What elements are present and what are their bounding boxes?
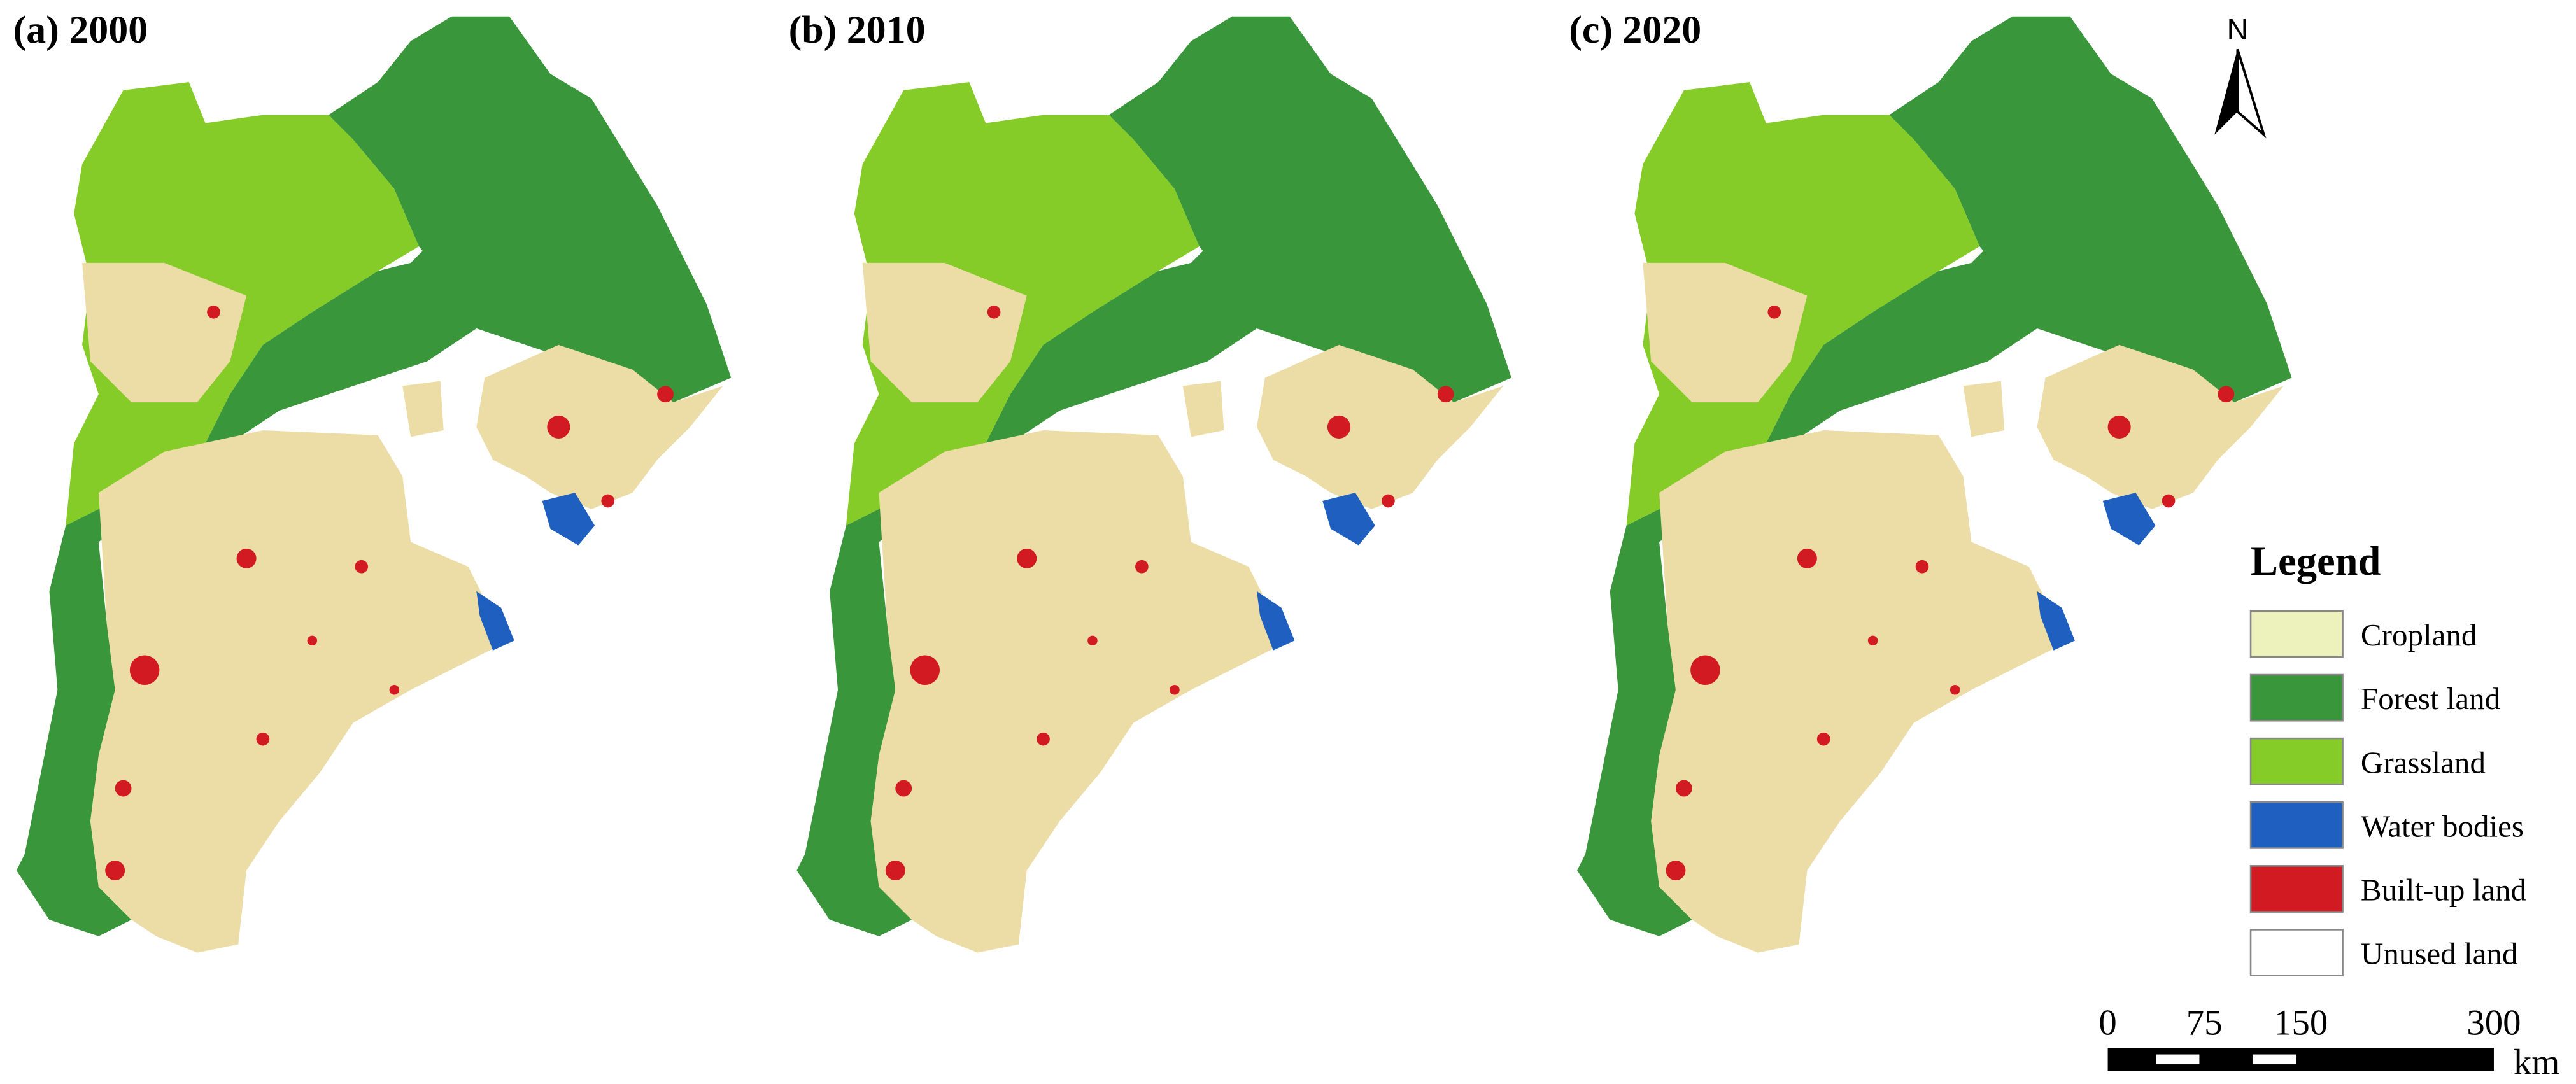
legend: Cropland Forest land Grassland Water bodies…	[2249, 610, 2526, 976]
legend-swatch	[2249, 737, 2344, 785]
panel-title: (c) 2020	[1569, 8, 1701, 52]
north-arrow	[2214, 49, 2238, 135]
scale-unit: km	[2514, 1043, 2560, 1083]
map-panel	[17, 17, 731, 953]
scale-bar-segment	[2252, 1054, 2296, 1065]
legend-swatch	[2249, 610, 2344, 658]
north-label: N	[2227, 13, 2249, 46]
legend-label: Forest land	[2361, 681, 2500, 716]
scale-tick-label: 75	[2186, 1003, 2223, 1043]
legend-swatch	[2249, 865, 2344, 913]
legend-swatch	[2249, 673, 2344, 722]
map-panel	[796, 17, 1511, 953]
legend-label: Water bodies	[2361, 808, 2524, 843]
legend-label: Unused land	[2361, 936, 2517, 971]
legend-swatch	[2249, 929, 2344, 976]
scale-tick-label: 150	[2274, 1003, 2328, 1043]
legend-swatch	[2249, 801, 2344, 849]
legend-label: Cropland	[2361, 617, 2477, 652]
scale-bar-segment	[2156, 1054, 2200, 1065]
scale-tick-label: 0	[2098, 1003, 2116, 1043]
scale-tick-label: 300	[2466, 1003, 2521, 1043]
legend-title: Legend	[2251, 538, 2381, 584]
panel-title: (a) 2000	[13, 8, 148, 52]
legend-label: Built-up land	[2361, 873, 2526, 908]
legend-label: Grassland	[2361, 745, 2486, 780]
north-arrow	[2236, 48, 2267, 139]
map-panel	[1577, 17, 2291, 953]
panel-title: (b) 2010	[789, 8, 926, 52]
